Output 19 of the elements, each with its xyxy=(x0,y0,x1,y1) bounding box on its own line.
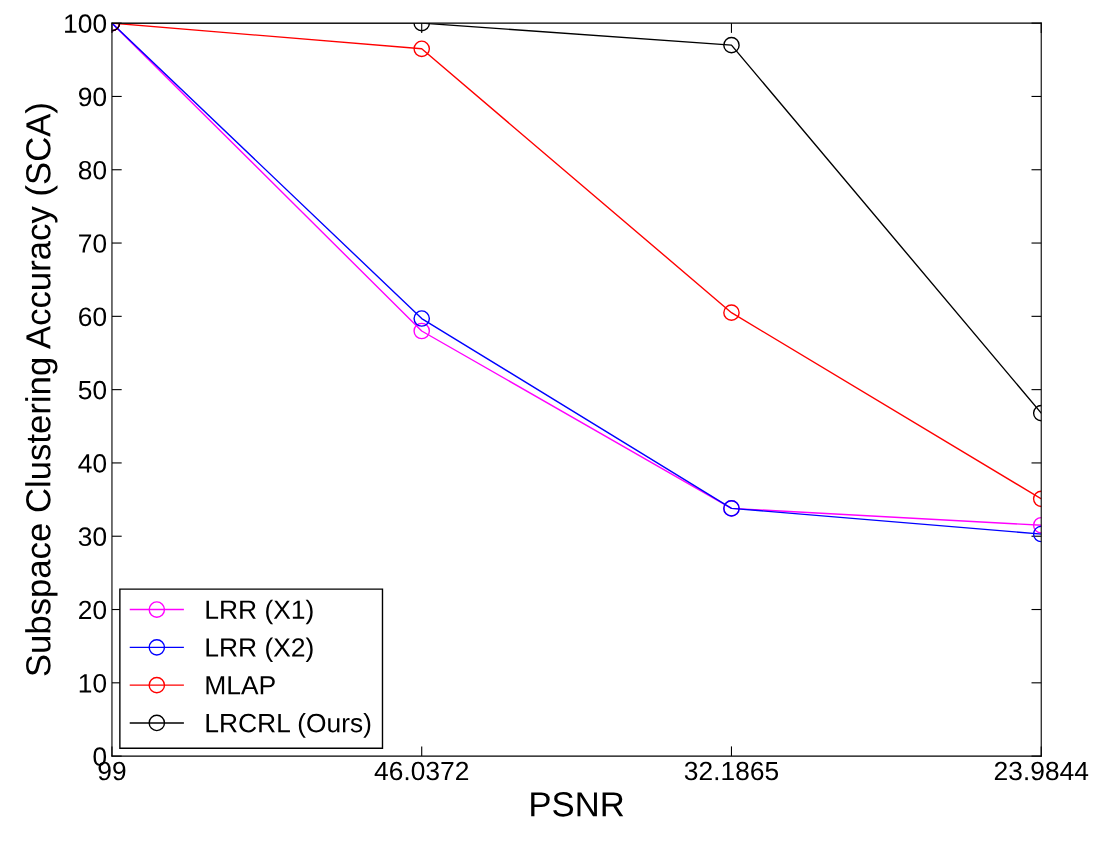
x-tick-label: 46.0372 xyxy=(374,761,469,781)
legend-label: LRCRL (Ours) xyxy=(206,713,371,738)
y-tick-label: 10 xyxy=(79,673,107,693)
y-tick-label: 80 xyxy=(78,160,107,180)
y-tick-label: 20 xyxy=(79,600,107,620)
y-tick-label: 70 xyxy=(79,234,107,253)
x-tick-label: 23.9844 xyxy=(994,761,1089,781)
y-tick-label: 60 xyxy=(79,307,107,327)
x-tick-label: 32.1865 xyxy=(684,761,779,781)
legend-label: LRR (X1) xyxy=(206,599,313,625)
y-tick-label: 100 xyxy=(65,14,107,33)
legend-label: LRR (X2) xyxy=(206,637,313,663)
x-axis-title: PSNR xyxy=(531,792,624,817)
y-tick-label: 90 xyxy=(78,87,107,107)
y-tick-label: 50 xyxy=(78,380,107,400)
y-tick-label: 30 xyxy=(78,527,107,547)
legend-label: MLAP xyxy=(206,676,275,695)
y-tick-label: 40 xyxy=(78,454,107,473)
y-axis-title: Subspace Clustering Accuracy (SCA) xyxy=(25,104,58,676)
